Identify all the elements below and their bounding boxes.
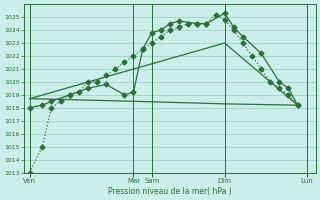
X-axis label: Pression niveau de la mer( hPa ): Pression niveau de la mer( hPa ) bbox=[108, 187, 232, 196]
